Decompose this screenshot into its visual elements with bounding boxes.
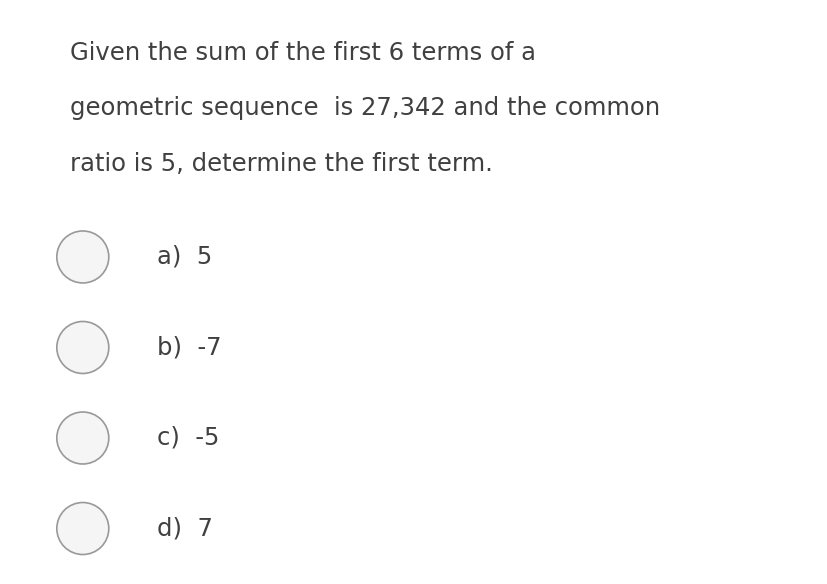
- Text: c)  -5: c) -5: [157, 426, 219, 450]
- Text: ratio is 5, determine the first term.: ratio is 5, determine the first term.: [70, 152, 493, 176]
- Text: d)  7: d) 7: [157, 516, 213, 541]
- Ellipse shape: [57, 321, 108, 374]
- Text: b)  -7: b) -7: [157, 335, 222, 360]
- Ellipse shape: [57, 231, 108, 283]
- Ellipse shape: [57, 412, 108, 464]
- Ellipse shape: [57, 502, 108, 555]
- Text: geometric sequence  is 27,342 and the common: geometric sequence is 27,342 and the com…: [70, 96, 660, 120]
- Text: Given the sum of the first 6 terms of a: Given the sum of the first 6 terms of a: [70, 41, 536, 65]
- Text: a)  5: a) 5: [157, 245, 213, 269]
